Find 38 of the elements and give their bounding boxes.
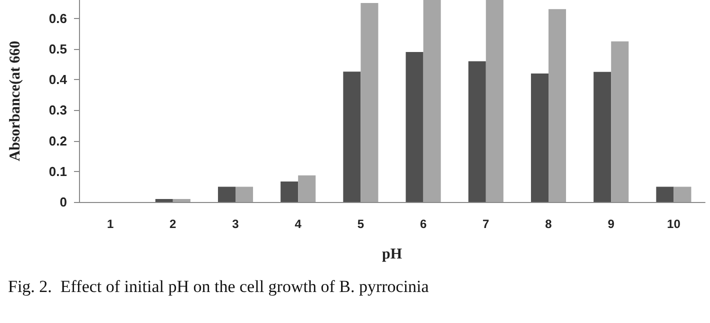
y-tick-label: 0 bbox=[60, 194, 67, 210]
bar bbox=[656, 186, 674, 202]
bar bbox=[360, 3, 378, 202]
bar bbox=[280, 181, 298, 202]
x-tick-label: 9 bbox=[608, 217, 615, 231]
x-tick-label: 5 bbox=[357, 217, 364, 231]
bar bbox=[530, 73, 548, 202]
bar bbox=[406, 52, 424, 202]
bar bbox=[486, 0, 504, 202]
bar bbox=[218, 186, 236, 202]
x-tick-label: 3 bbox=[232, 217, 240, 231]
y-tick-label: 0.4 bbox=[48, 72, 68, 88]
bar bbox=[674, 186, 692, 202]
bar bbox=[172, 198, 190, 202]
bar bbox=[423, 0, 441, 202]
bar bbox=[468, 61, 486, 202]
x-tick-label: 4 bbox=[294, 217, 302, 231]
x-axis-title: pH bbox=[382, 246, 402, 262]
y-axis-title: Absorbance(at 660 bbox=[8, 40, 24, 162]
x-tick-label: 6 bbox=[420, 217, 427, 231]
x-tick-label: 8 bbox=[545, 217, 552, 231]
bar bbox=[548, 9, 566, 202]
bar bbox=[343, 72, 361, 202]
bar bbox=[155, 198, 173, 202]
y-tick-label: 0.6 bbox=[48, 10, 67, 26]
y-tick-label: 0.2 bbox=[48, 133, 67, 148]
y-tick-label: 0.1 bbox=[48, 164, 67, 179]
x-tick-label: 10 bbox=[667, 217, 681, 231]
bar bbox=[236, 186, 254, 202]
y-tick-label: 0.5 bbox=[48, 41, 67, 56]
x-tick-label: 1 bbox=[106, 217, 114, 231]
bar bbox=[611, 41, 629, 202]
bar bbox=[298, 175, 316, 202]
x-tick-label: 2 bbox=[170, 217, 177, 231]
bar bbox=[594, 72, 612, 202]
y-tick-label: 0.3 bbox=[48, 102, 67, 118]
x-tick-label: 7 bbox=[482, 217, 490, 231]
caption: Fig. 2. Effect of initial pH on the cell growth of B. pyrrocinia bbox=[8, 277, 430, 296]
